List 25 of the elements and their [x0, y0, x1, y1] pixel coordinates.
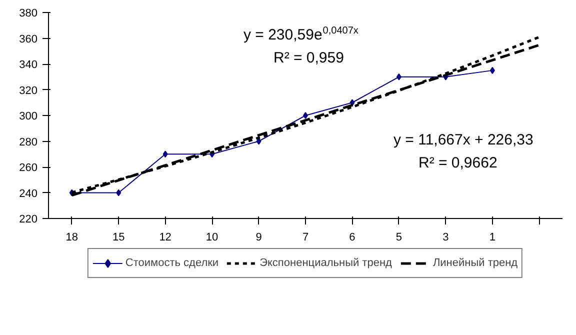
- y-tick-label: 340: [19, 59, 38, 71]
- y-tick-label: 380: [19, 8, 38, 20]
- y-tick-label: 260: [19, 162, 38, 174]
- y-tick-label: 240: [19, 188, 38, 200]
- y-tick-label: 300: [19, 110, 38, 122]
- x-tick-label: 15: [112, 232, 125, 244]
- x-tick-label: 18: [66, 232, 78, 244]
- annotation: R² = 0,959: [274, 50, 344, 66]
- x-tick-label: 6: [349, 232, 356, 244]
- annotation: y = 11,667x + 226,33: [394, 132, 534, 148]
- y-tick-label: 280: [19, 136, 38, 148]
- x-tick-label: 5: [396, 232, 402, 244]
- legend-label: Экспоненциальный тренд: [260, 257, 392, 269]
- y-tick-label: 220: [19, 214, 38, 226]
- x-tick-label: 9: [256, 232, 262, 244]
- x-tick-label: 12: [159, 232, 172, 244]
- annotation: R² = 0,9662: [418, 154, 498, 172]
- y-tick-label: 320: [19, 84, 38, 97]
- y-tick-label: 360: [19, 33, 38, 46]
- x-tick-label: 7: [302, 232, 309, 244]
- legend-label: Стоимость сделки: [125, 257, 219, 269]
- x-tick-label: 10: [206, 232, 218, 244]
- legend-label: Линейный тренд: [432, 257, 518, 269]
- x-tick-label: 1: [489, 232, 496, 244]
- x-tick-label: 3: [442, 232, 449, 244]
